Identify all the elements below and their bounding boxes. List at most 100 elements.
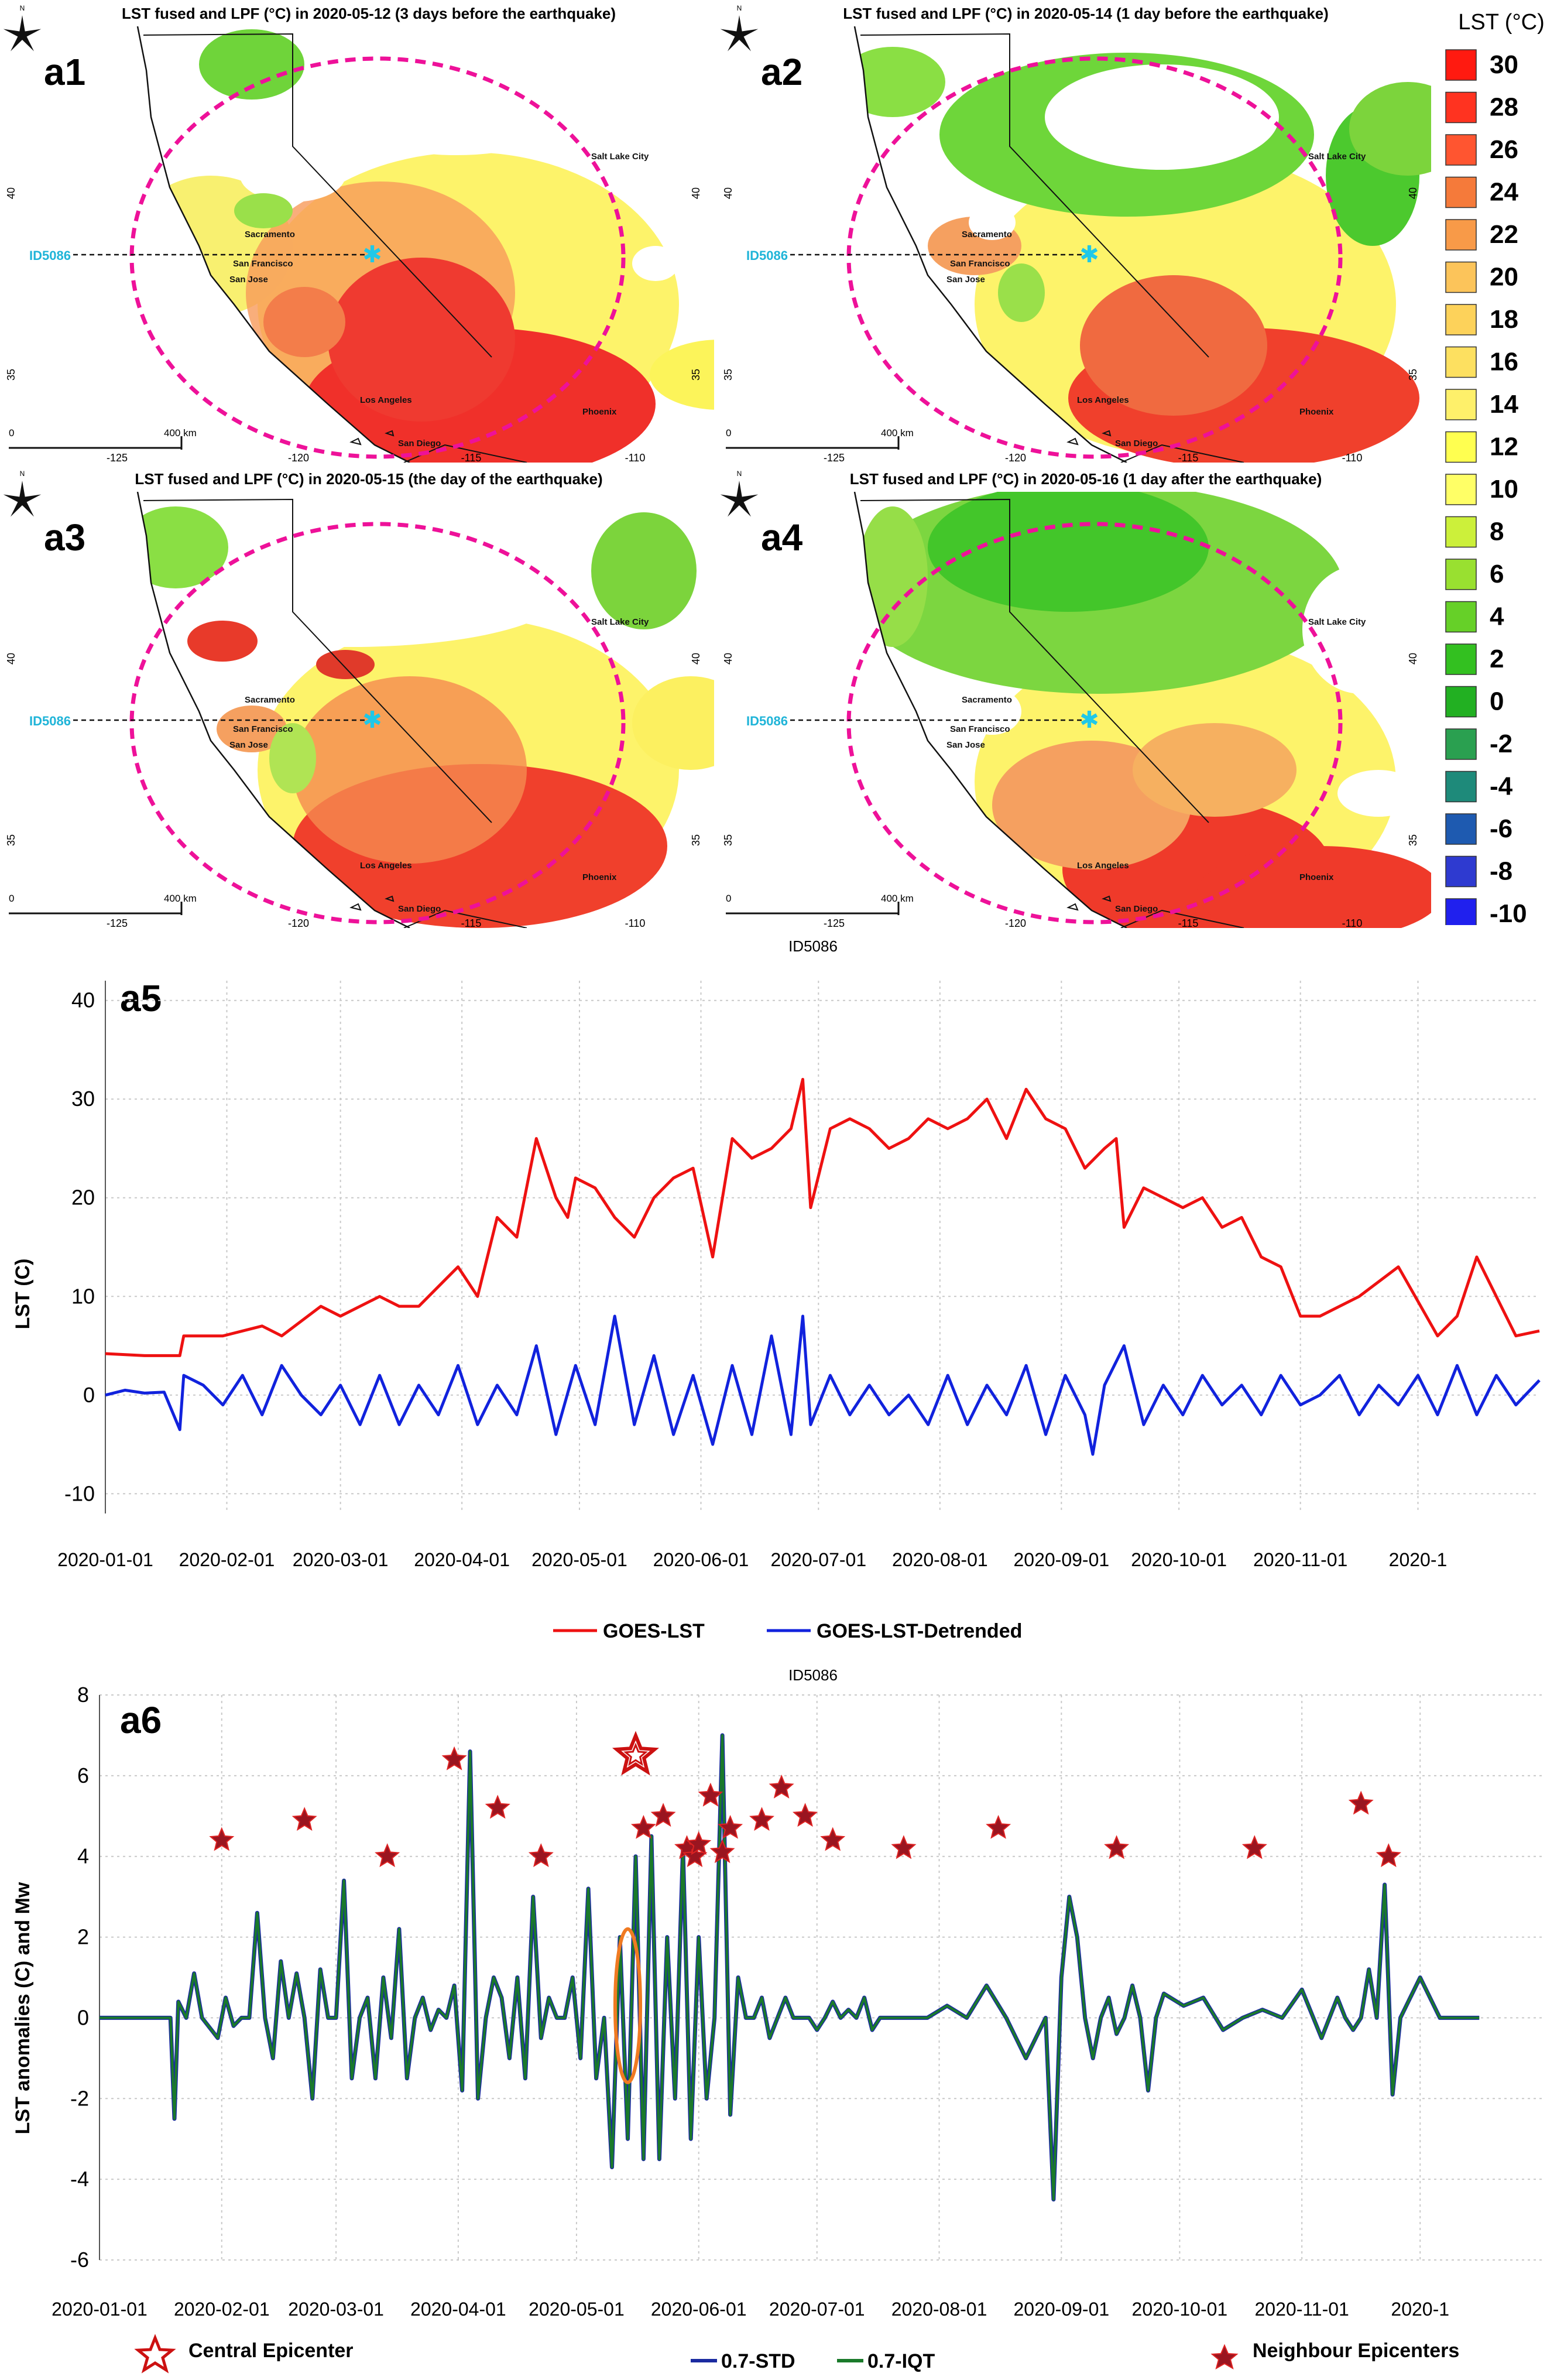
neighbour-epicenter-star <box>718 1814 743 1839</box>
colorbar-swatch <box>1445 304 1477 335</box>
lst-patch <box>199 29 304 100</box>
legend-goes-lst-label: GOES-LST <box>603 1620 705 1642</box>
x-tick-label: 2020-11-01 <box>1253 1549 1347 1570</box>
colorbar-swatch <box>1445 219 1477 251</box>
legend-std-label: 0.7-STD <box>721 2350 795 2372</box>
lst-patch <box>650 340 714 410</box>
lon-label: -115 <box>461 452 482 463</box>
series-line-0-7-iqt <box>100 1734 1480 2201</box>
epicenter-marker: ✱ <box>1079 707 1099 733</box>
colorbar-label: 4 <box>1490 602 1504 631</box>
state-border <box>143 33 492 358</box>
lst-patch <box>1302 565 1419 694</box>
map-title: LST fused and LPF (°C) in 2020-05-14 (1 … <box>843 5 1329 22</box>
coastline <box>136 26 410 463</box>
lat-label: 35 <box>1407 369 1419 381</box>
lst-patch <box>316 650 375 679</box>
y-tick-label: -10 <box>64 1481 95 1505</box>
anomaly-highlight-ellipse <box>613 1927 643 2084</box>
city-label: San Diego <box>398 439 441 448</box>
city-label: San Francisco <box>233 259 293 269</box>
map-panel-a4: ID5086 ✱ Salt Lake City Sacramento San Franc… <box>717 465 1431 928</box>
colorbar-label: 0 <box>1490 687 1504 716</box>
lon-label: -115 <box>1178 917 1199 928</box>
channel-islands <box>349 895 395 911</box>
central-epicenter-inner-star <box>623 1742 648 1766</box>
lon-label: -120 <box>1005 452 1026 463</box>
lst-patch <box>140 542 562 647</box>
colorbar-label: 12 <box>1490 433 1518 461</box>
x-tick-label: 2020-04-01 <box>410 2299 506 2320</box>
city-label: Phoenix <box>1299 872 1334 882</box>
lst-patch <box>217 706 287 752</box>
colorbar-swatch <box>1445 728 1477 760</box>
map-panel-label: a3 <box>44 516 85 559</box>
map-panel-label: a1 <box>44 51 85 93</box>
map-panel-a1: ID5086 ✱ Salt Lake City Sacramento San Franc… <box>0 0 714 463</box>
colorbar-swatch <box>1445 643 1477 675</box>
epicenter-marker: ✱ <box>362 707 382 733</box>
scale-zero: 0 <box>9 427 14 439</box>
scale-zero: 0 <box>726 427 731 439</box>
y-tick-label: -6 <box>70 2248 89 2272</box>
scale-zero: 0 <box>726 893 731 904</box>
station-label: ID5086 <box>746 248 788 263</box>
scale-label: 400 km <box>881 893 914 904</box>
y-tick-label: 30 <box>71 1087 95 1111</box>
colorbar-swatch <box>1445 898 1477 925</box>
a5-chart-title: ID5086 <box>788 937 838 955</box>
ocean-area <box>0 26 410 463</box>
scale-label: 400 km <box>164 893 197 904</box>
neighbour-epicenter-star <box>709 1839 735 1864</box>
y-tick-label: 0 <box>83 1383 95 1407</box>
lat-label: 35 <box>722 834 734 846</box>
y-tick-label: 4 <box>77 1844 89 1868</box>
a5-legend: GOES-LST GOES-LST-Detrended <box>553 1620 1022 1642</box>
map-title-bg <box>764 465 1408 491</box>
lat-label: 40 <box>1407 187 1419 199</box>
north-label: N <box>737 4 742 12</box>
x-tick-label: 2020-06-01 <box>653 1549 749 1570</box>
lst-patch <box>234 193 293 228</box>
coastline <box>136 492 410 928</box>
state-border <box>143 498 492 823</box>
city-label: Los Angeles <box>1077 861 1129 871</box>
neighbour-epicenter-star <box>686 1831 712 1855</box>
lst-patch <box>963 688 1021 735</box>
scale-zero: 0 <box>9 893 14 904</box>
neighbour-epicenter-star <box>1104 1835 1130 1860</box>
lst-patch <box>928 492 1209 612</box>
lst-patch <box>591 512 697 629</box>
neighbour-epicenter-star <box>528 1843 554 1868</box>
x-tick-label: 2020-06-01 <box>651 2299 747 2320</box>
scale-label: 400 km <box>881 427 914 439</box>
lon-label: -125 <box>824 917 845 928</box>
city-label: Phoenix <box>582 407 617 417</box>
colorbar-label: -6 <box>1490 814 1512 843</box>
city-label: Los Angeles <box>1077 395 1129 405</box>
preparation-zone-circle <box>846 522 1343 924</box>
map-title: LST fused and LPF (°C) in 2020-05-16 (1 … <box>850 470 1322 488</box>
lst-field <box>717 492 1431 928</box>
colorbar-swatch <box>1445 91 1477 124</box>
neighbour-epicenter-star <box>1348 1790 1374 1815</box>
x-tick-label: 2020-03-01 <box>293 1549 389 1570</box>
x-tick-label: 2020-05-01 <box>531 1549 627 1570</box>
channel-islands <box>1066 895 1112 911</box>
ocean-area <box>717 26 1127 463</box>
city-label: San Diego <box>1115 904 1158 914</box>
colorbar-label: 22 <box>1490 220 1518 249</box>
y-tick-label: 2 <box>77 1925 89 1949</box>
epicenter-marker: ✱ <box>1079 242 1099 268</box>
colorbar-swatch <box>1445 855 1477 888</box>
colorbar-label: 28 <box>1490 93 1518 122</box>
lat-label: 40 <box>5 187 17 199</box>
x-tick-label: 2020-09-01 <box>1013 1549 1109 1570</box>
city-label: San Jose <box>946 740 985 750</box>
y-tick-label: 20 <box>71 1186 95 1210</box>
map-panel-label: a2 <box>761 51 802 93</box>
lst-patch <box>632 676 714 770</box>
a5-panel-label: a5 <box>120 977 162 1019</box>
neighbour-epicenter-star <box>793 1803 818 1827</box>
north-label: N <box>737 470 742 478</box>
